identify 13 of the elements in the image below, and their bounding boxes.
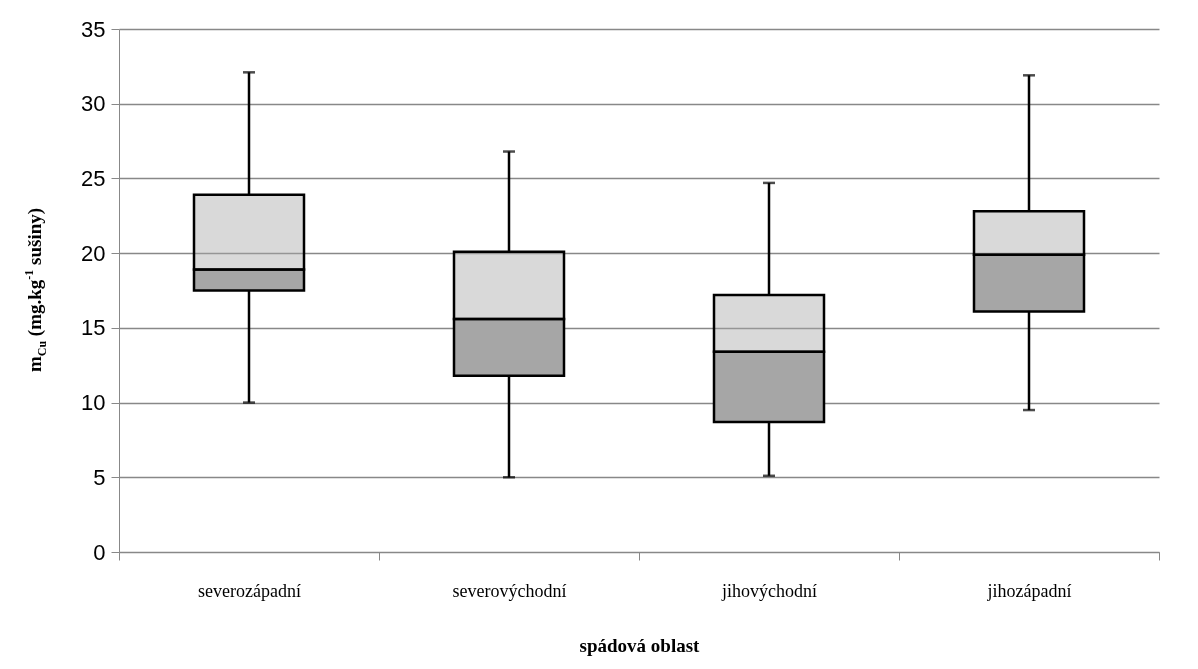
y-tick-label: 30 <box>81 91 106 117</box>
x-axis-title: spádová oblast <box>579 634 701 656</box>
y-tick-label: 15 <box>81 315 106 341</box>
x-tick-label: jihozápadní <box>986 580 1072 601</box>
y-tick-label: 10 <box>81 390 106 416</box>
y-tick-label: 5 <box>93 464 106 490</box>
x-tick-label: jihovýchodní <box>721 580 817 601</box>
x-tick-label: severozápadní <box>198 580 301 601</box>
y-tick-label: 25 <box>81 165 106 191</box>
x-tick-label: severovýchodní <box>452 580 567 601</box>
y-tick-label: 35 <box>81 16 106 42</box>
y-tick-label: 20 <box>81 240 106 266</box>
y-tick-label: 0 <box>93 539 106 565</box>
